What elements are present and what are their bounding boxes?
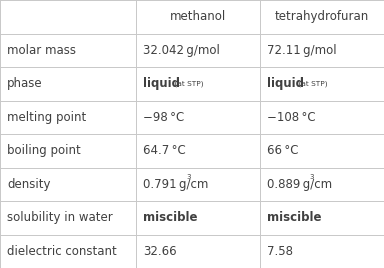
Text: solubility in water: solubility in water — [7, 211, 113, 224]
Text: 0.791 g/cm: 0.791 g/cm — [143, 178, 209, 191]
Text: dielectric constant: dielectric constant — [7, 245, 117, 258]
Text: tetrahydrofuran: tetrahydrofuran — [275, 10, 369, 23]
Text: 32.66: 32.66 — [143, 245, 177, 258]
Text: −108 °C: −108 °C — [267, 111, 316, 124]
Text: 3: 3 — [310, 174, 314, 180]
Text: molar mass: molar mass — [7, 44, 76, 57]
Text: 66 °C: 66 °C — [267, 144, 298, 157]
Text: 7.58: 7.58 — [267, 245, 293, 258]
Text: (at STP): (at STP) — [296, 80, 328, 87]
Text: melting point: melting point — [7, 111, 86, 124]
Text: phase: phase — [7, 77, 43, 90]
Text: 64.7 °C: 64.7 °C — [143, 144, 186, 157]
Text: −98 °C: −98 °C — [143, 111, 184, 124]
Text: 0.889 g/cm: 0.889 g/cm — [267, 178, 332, 191]
Text: miscible: miscible — [267, 211, 321, 224]
Text: 32.042 g/mol: 32.042 g/mol — [143, 44, 220, 57]
Text: liquid: liquid — [143, 77, 180, 90]
Text: liquid: liquid — [267, 77, 304, 90]
Text: (at STP): (at STP) — [172, 80, 204, 87]
Text: miscible: miscible — [143, 211, 198, 224]
Text: methanol: methanol — [170, 10, 226, 23]
Text: 72.11 g/mol: 72.11 g/mol — [267, 44, 336, 57]
Text: boiling point: boiling point — [7, 144, 81, 157]
Text: 3: 3 — [186, 174, 191, 180]
Text: density: density — [7, 178, 50, 191]
